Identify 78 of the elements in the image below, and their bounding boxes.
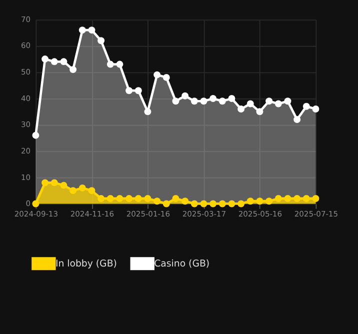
- point: [134, 87, 142, 94]
- point: [294, 194, 301, 202]
- point: [116, 194, 124, 202]
- legend-label: In lobby (GB): [55, 258, 117, 270]
- x-tick-label: 2025-07-15: [294, 209, 338, 218]
- point: [200, 98, 208, 105]
- point: [172, 98, 180, 105]
- point: [302, 102, 310, 110]
- point: [200, 200, 208, 208]
- point: [32, 200, 40, 208]
- point: [98, 37, 105, 44]
- point: [246, 198, 254, 205]
- y-tick-label: 50: [20, 68, 31, 77]
- point: [42, 56, 49, 63]
- point: [60, 58, 68, 66]
- point: [106, 60, 114, 68]
- point: [162, 200, 170, 208]
- point: [144, 194, 152, 202]
- point: [294, 116, 301, 124]
- point: [210, 95, 217, 102]
- point: [284, 98, 292, 105]
- point: [106, 194, 114, 202]
- point: [144, 108, 152, 116]
- point: [190, 200, 198, 208]
- point: [228, 95, 236, 102]
- legend-label: Casino (GB): [154, 258, 210, 270]
- point: [312, 106, 320, 112]
- x-tick-label: 2024-09-13: [14, 209, 58, 218]
- point: [190, 98, 198, 105]
- point: [182, 92, 189, 100]
- y-tick-label: 20: [20, 146, 31, 156]
- point: [266, 198, 273, 205]
- x-tick-label: 2025-01-16: [126, 209, 170, 218]
- point: [60, 182, 68, 189]
- point: [50, 58, 58, 66]
- point: [302, 194, 310, 202]
- point: [70, 66, 77, 74]
- point: [210, 200, 217, 208]
- point: [238, 106, 245, 112]
- y-tick-label: 30: [20, 120, 31, 130]
- point: [126, 194, 133, 202]
- point: [116, 60, 124, 68]
- point: [246, 100, 254, 108]
- point: [78, 26, 86, 34]
- point: [50, 179, 58, 186]
- point: [154, 71, 161, 78]
- point: [284, 194, 292, 202]
- point: [256, 108, 264, 116]
- x-tick-label: 2024-11-16: [70, 209, 114, 218]
- point: [134, 194, 142, 202]
- y-tick-label: 40: [20, 94, 31, 103]
- point: [32, 132, 40, 139]
- x-tick-label: 2025-03-17: [182, 209, 226, 218]
- point: [228, 200, 236, 208]
- point: [312, 194, 320, 202]
- point: [218, 200, 226, 208]
- point: [42, 179, 49, 186]
- point: [154, 198, 161, 205]
- point: [218, 98, 226, 105]
- point: [182, 198, 189, 205]
- point: [256, 198, 264, 205]
- x-tick-label: 2025-05-16: [238, 209, 282, 218]
- point: [274, 100, 282, 108]
- point: [70, 187, 77, 194]
- point: [162, 74, 170, 81]
- point: [238, 200, 245, 208]
- point: [172, 194, 180, 202]
- point: [88, 187, 96, 194]
- y-tick-label: 60: [20, 41, 31, 50]
- point: [98, 194, 105, 202]
- point: [88, 26, 96, 34]
- point: [266, 98, 273, 105]
- point: [274, 194, 282, 202]
- point: [126, 87, 133, 94]
- y-tick-label: 0: [26, 199, 31, 208]
- y-tick-label: 70: [20, 14, 31, 24]
- y-tick-label: 10: [20, 172, 31, 182]
- point: [78, 184, 86, 192]
